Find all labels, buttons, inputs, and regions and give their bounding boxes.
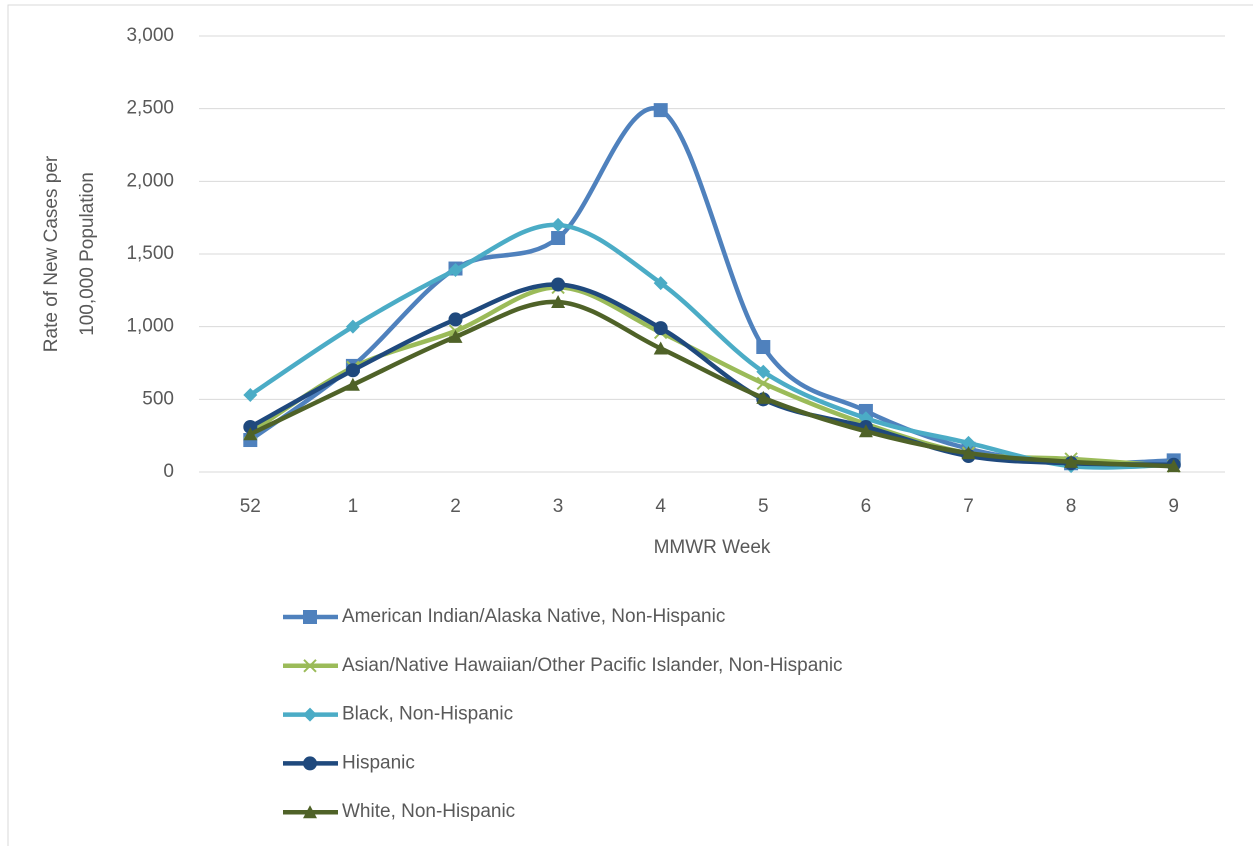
x-tick-label: 2 [450,496,461,517]
marker [551,294,566,308]
legend-item: White, Non-Hispanic [283,801,515,822]
y-axis-title-line: 100,000 Population [77,172,98,336]
marker [243,387,258,402]
marker [858,403,873,418]
x-tick-label: 1 [348,496,359,517]
legend-label: Hispanic [342,752,415,773]
legend-item: Black, Non-Hispanic [283,704,513,725]
marker [653,321,668,336]
series-line [249,282,1174,467]
marker [653,276,668,291]
marker [448,329,463,343]
y-tick-label: 1,000 [126,316,174,337]
x-tick-label: 8 [1066,496,1077,517]
marker [653,341,668,355]
series-line [248,106,1174,467]
marker [243,427,258,441]
chart-border [7,4,1253,846]
series-line [249,222,1174,470]
y-tick-label: 0 [163,461,174,482]
y-tick-label: 2,500 [126,98,174,119]
marker [345,363,360,378]
legend-label: American Indian/Alaska Native, Non-Hispa… [342,606,725,627]
marker [303,756,317,771]
legend-label: Black, Non-Hispanic [342,704,513,725]
marker [1064,454,1079,468]
marker [303,707,317,722]
x-tick-label: 3 [553,496,564,517]
legend-item: Hispanic [283,752,415,773]
marker [756,340,771,355]
marker [448,262,463,277]
marker [303,610,317,624]
marker [653,103,668,118]
marker [551,217,566,232]
x-tick-label: 52 [240,496,261,517]
x-tick-label: 6 [861,496,872,517]
series-line [249,285,1174,469]
marker [448,312,463,327]
y-axis-title-line: Rate of New Cases per [41,155,62,352]
series [243,294,1181,473]
marker [303,659,317,673]
x-tick-label: 7 [963,496,974,517]
series [243,217,1181,474]
marker [756,364,771,379]
legend-item: Asian/Native Hawaiian/Other Pacific Isla… [283,655,843,676]
y-axis-title: Rate of New Cases per 100,000 Population [41,155,98,352]
legend-label: White, Non-Hispanic [342,801,515,822]
marker [756,376,771,391]
marker [858,424,873,438]
y-tick-label: 1,500 [126,243,174,264]
marker [551,277,566,292]
series-line [249,299,1174,469]
marker [345,377,360,391]
legend-item: American Indian/Alaska Native, Non-Hispa… [283,606,725,627]
marker [756,390,771,404]
y-tick-label: 2,000 [126,170,174,191]
x-tick-label: 5 [758,496,769,517]
marker [961,446,976,460]
marker [303,805,317,819]
x-tick-label: 9 [1168,496,1179,517]
series [243,103,1181,471]
marker [961,435,976,450]
marker [345,319,360,334]
x-axis-title: MMWR Week [654,537,771,558]
y-tick-label: 500 [142,388,174,409]
legend-label: Asian/Native Hawaiian/Other Pacific Isla… [342,655,843,676]
x-tick-label: 4 [655,496,666,517]
marker [1166,459,1181,473]
marker [551,231,566,246]
y-tick-label: 3,000 [126,25,174,46]
